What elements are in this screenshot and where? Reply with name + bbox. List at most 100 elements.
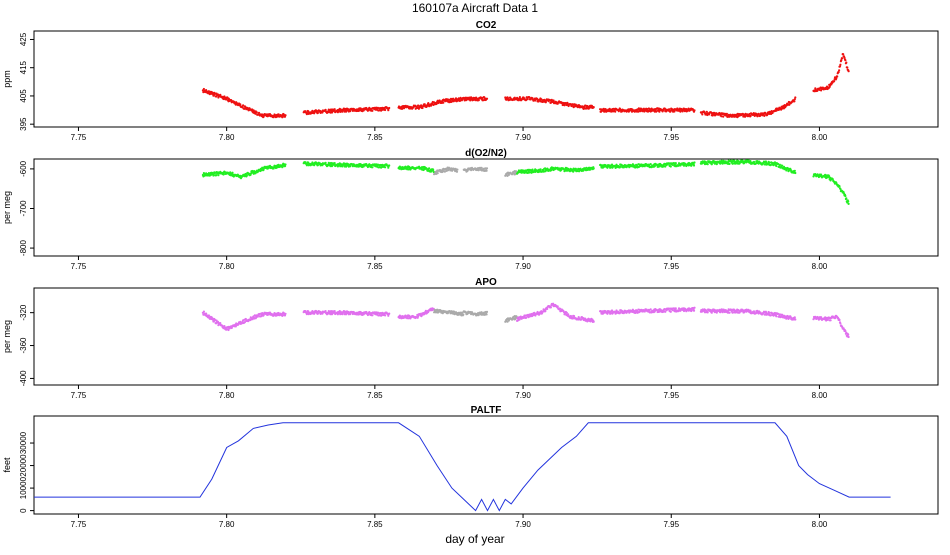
data-point — [277, 113, 280, 116]
data-point — [480, 166, 483, 169]
series-5 — [699, 96, 797, 119]
data-point — [775, 164, 778, 168]
data-point — [387, 166, 390, 169]
data-point — [788, 103, 791, 106]
data-point — [217, 174, 220, 177]
data-point — [506, 97, 510, 100]
data-point — [720, 115, 723, 118]
series-1 — [302, 161, 391, 169]
series-4 — [462, 310, 489, 317]
data-point — [485, 169, 488, 172]
x-tick-label: 7.75 — [71, 133, 87, 142]
data-point — [277, 311, 280, 315]
data-point — [528, 96, 531, 99]
data-point — [682, 164, 686, 167]
x-tick-label: 7.80 — [219, 391, 235, 400]
data-point — [371, 109, 374, 112]
series-7 — [599, 306, 696, 315]
data-point — [281, 314, 284, 317]
data-point — [324, 161, 327, 164]
data-point — [842, 53, 845, 56]
data-point — [421, 106, 424, 110]
figure-title: 160107a Aircraft Data 1 — [412, 1, 538, 15]
data-point — [592, 167, 595, 170]
x-tick-label: 8.00 — [812, 520, 828, 529]
data-point — [384, 314, 387, 317]
data-point — [781, 164, 784, 167]
y-tick-label: -800 — [19, 240, 28, 257]
data-point — [434, 311, 438, 314]
data-point — [212, 174, 215, 177]
data-point — [715, 311, 718, 314]
data-point — [443, 170, 446, 173]
data-point — [677, 162, 681, 165]
data-point — [715, 163, 718, 166]
data-point — [242, 104, 245, 107]
data-point — [480, 311, 483, 314]
data-point — [614, 110, 617, 113]
data-point — [371, 314, 374, 317]
data-point — [384, 108, 387, 112]
data-point — [769, 314, 773, 317]
data-point — [215, 174, 218, 177]
panel-1: d(O2/N2) per meg 7.75 7.80 7.85 7.90 7.95 8.00 -… — [2, 148, 939, 271]
data-point — [556, 305, 559, 308]
data-point — [722, 115, 725, 118]
data-point — [844, 194, 847, 198]
data-point — [574, 167, 578, 170]
panel-ylabel: ppm — [2, 70, 12, 88]
data-point — [701, 113, 704, 116]
series-3 — [433, 166, 459, 176]
data-point — [222, 173, 225, 176]
x-tick-label: 7.95 — [663, 133, 679, 142]
data-point — [610, 309, 614, 312]
data-point — [639, 110, 642, 113]
x-tick-label: 7.85 — [367, 391, 383, 400]
data-point — [831, 178, 834, 181]
x-tick-label: 7.90 — [515, 391, 531, 400]
data-point — [284, 312, 287, 315]
series-5 — [504, 315, 518, 323]
data-point — [533, 311, 536, 314]
series-3 — [504, 96, 595, 110]
data-point — [219, 322, 222, 325]
data-point — [428, 167, 431, 170]
data-point — [432, 170, 435, 174]
data-point — [768, 161, 771, 164]
series-8 — [699, 159, 797, 175]
data-point — [207, 314, 210, 317]
data-point — [668, 108, 671, 111]
data-point — [662, 310, 665, 313]
data-point — [219, 93, 222, 96]
data-point — [820, 173, 823, 176]
data-point — [679, 110, 682, 113]
series-4 — [599, 107, 696, 113]
data-point — [839, 63, 842, 66]
data-point — [388, 164, 391, 167]
data-point — [781, 313, 784, 316]
series-0 — [201, 310, 287, 332]
data-point — [847, 200, 850, 203]
panels: CO2 ppm 7.75 7.80 7.85 7.90 7.95 8.00 395 405 415 4… — [2, 20, 939, 529]
panel-0: CO2 ppm 7.75 7.80 7.85 7.90 7.95 8.00 395 405 415 4… — [2, 20, 939, 142]
data-point — [737, 309, 740, 312]
data-point — [656, 309, 659, 312]
data-point — [544, 309, 547, 313]
data-point — [826, 318, 830, 321]
series-2 — [397, 307, 435, 320]
y-tick-label: -320 — [19, 304, 28, 321]
panel-title: PALTF — [471, 405, 502, 416]
x-tick-label: 7.95 — [663, 391, 679, 400]
data-point — [418, 165, 421, 168]
data-point — [656, 163, 659, 167]
data-point — [427, 102, 430, 105]
plot-frame — [33, 30, 939, 128]
data-point — [432, 168, 435, 172]
data-point — [333, 162, 336, 165]
data-point — [846, 66, 849, 69]
data-point — [720, 159, 723, 162]
data-point — [244, 317, 247, 321]
data-point — [417, 315, 420, 318]
data-point — [525, 316, 528, 319]
data-point — [838, 69, 841, 72]
